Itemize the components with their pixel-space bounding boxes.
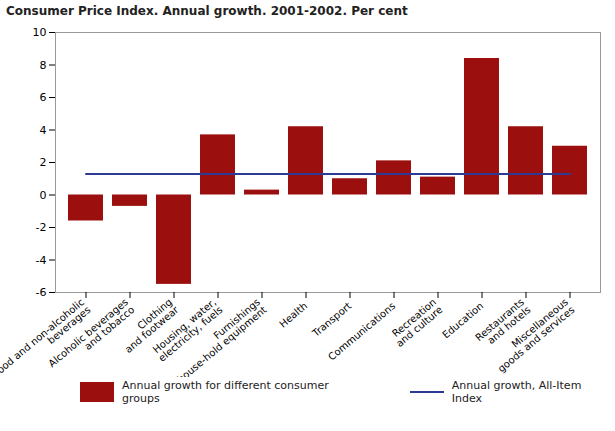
svg-text:Recreationand culture: Recreationand culture xyxy=(387,296,444,349)
svg-text:6: 6 xyxy=(40,91,47,104)
svg-text:8: 8 xyxy=(40,59,47,72)
svg-text:-6: -6 xyxy=(36,286,47,299)
svg-text:2: 2 xyxy=(40,156,47,169)
svg-text:10: 10 xyxy=(33,26,47,39)
svg-text:Furnishingshouse-hold equipmen: Furnishingshouse-hold equipment xyxy=(169,296,269,377)
svg-text:-4: -4 xyxy=(36,254,47,267)
svg-text:-2: -2 xyxy=(36,221,47,234)
svg-text:Health: Health xyxy=(277,300,309,330)
svg-text:Alcoholic beveragesand tobacco: Alcoholic beveragesand tobacco xyxy=(46,296,136,377)
svg-text:Communications: Communications xyxy=(326,300,397,362)
svg-text:0: 0 xyxy=(40,189,47,202)
svg-text:Miscellaneousgoods and service: Miscellaneousgoods and services xyxy=(489,296,576,374)
svg-text:Transport: Transport xyxy=(310,300,354,339)
svg-text:4: 4 xyxy=(40,124,47,137)
